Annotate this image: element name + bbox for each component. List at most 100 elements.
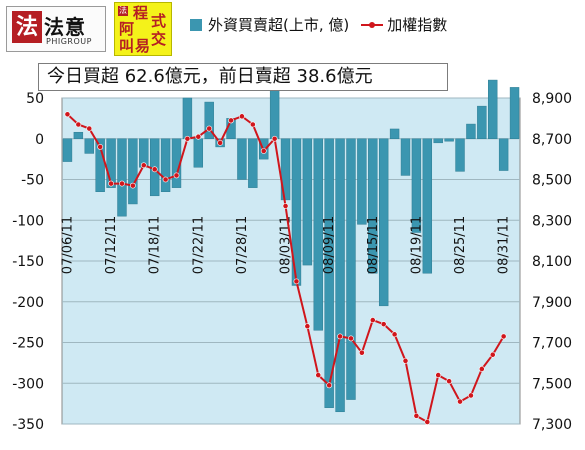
summary-box: 今日買超 62.6億元，前日賣超 38.6億元 — [38, 63, 448, 91]
fayi-logo-name: 法意 — [44, 15, 86, 39]
bar — [389, 128, 400, 140]
bar — [400, 138, 411, 176]
bar — [335, 138, 345, 413]
y-left-tick-label: 0 — [35, 132, 44, 148]
x-tick-label: 07/18/11 — [148, 216, 163, 274]
y-left-tick-label: -200 — [12, 295, 44, 311]
y-right-tick-label: 7,700 — [532, 336, 572, 352]
index-point — [129, 182, 136, 189]
logo-char: 易 — [135, 37, 151, 55]
y-left-tick-label: -150 — [12, 254, 44, 270]
index-point — [435, 372, 442, 378]
x-tick-label: 07/28/11 — [235, 216, 250, 274]
bar — [128, 138, 138, 205]
bar — [509, 87, 520, 139]
index-point — [369, 317, 376, 323]
bar — [62, 138, 73, 162]
bar — [237, 138, 247, 180]
y-left-tick-label: -300 — [12, 376, 44, 392]
y-right-tick-label: 7,500 — [532, 376, 572, 392]
index-point — [402, 357, 409, 364]
x-tick-label: 08/25/11 — [453, 216, 468, 274]
bar — [193, 138, 204, 168]
y-left-tick-label: 50 — [26, 91, 44, 107]
bar — [324, 138, 334, 408]
index-point — [326, 382, 333, 389]
index-point — [391, 331, 398, 338]
index-point — [75, 121, 82, 128]
y-right-tick-label: 7,300 — [532, 417, 572, 433]
legend-line-swatch — [361, 19, 384, 31]
bar — [73, 131, 84, 139]
y-left-tick-label: -350 — [12, 417, 44, 433]
bar — [357, 138, 367, 225]
y-left-tick-label: -250 — [12, 336, 44, 352]
bar — [182, 97, 193, 139]
y-right-tick-label: 7,900 — [532, 295, 572, 311]
bar — [368, 138, 378, 274]
fayi-logo-mark: 法 — [12, 11, 42, 43]
index-point — [173, 172, 180, 179]
legend-bar-label: 外資買賣超(上市, 億) — [208, 16, 350, 34]
y-right-tick-label: 8,500 — [532, 173, 572, 189]
bar — [106, 138, 116, 188]
bar — [204, 101, 214, 139]
logo-char: 阿 — [119, 20, 135, 38]
chart-legend: 外資買賣超(上市, 億) 加權指數 — [190, 14, 447, 38]
program-trading-logo: 法 程 式 阿 交 叫 易 — [114, 2, 172, 56]
x-tick-label: 08/31/11 — [497, 216, 512, 274]
index-point — [206, 125, 213, 132]
y-left-tick-label: -50 — [21, 173, 44, 189]
y-right-tick-label: 8,100 — [532, 254, 572, 270]
fayi-logo-sub: PHIGROUP — [46, 37, 92, 46]
x-tick-label: 08/15/11 — [366, 216, 381, 274]
bar — [455, 138, 465, 172]
bar — [466, 123, 476, 140]
index-point — [468, 392, 474, 399]
index-point — [119, 180, 125, 187]
y-left-tick-label: -100 — [12, 213, 44, 229]
index-point — [348, 335, 354, 342]
y-right-tick-label: 8,300 — [532, 213, 572, 229]
index-point — [86, 125, 93, 132]
bar — [269, 89, 280, 139]
index-point — [500, 333, 507, 340]
index-point — [217, 139, 224, 146]
index-point — [184, 135, 191, 142]
index-point — [140, 162, 147, 169]
index-point — [304, 323, 311, 330]
bar — [444, 138, 454, 142]
legend-line-label: 加權指數 — [387, 16, 448, 34]
index-point — [195, 133, 202, 140]
y-right-tick-label: 8,700 — [532, 132, 572, 148]
x-tick-label: 07/22/11 — [191, 216, 206, 274]
index-point — [293, 278, 300, 285]
logo-char: 式 — [151, 12, 167, 30]
index-point — [97, 143, 104, 150]
legend-bar-swatch — [190, 18, 202, 31]
y-right-tick-label: 8,900 — [532, 91, 572, 107]
bar — [422, 138, 433, 274]
bar — [477, 105, 487, 139]
logo-char: 程 — [133, 4, 149, 22]
x-tick-label: 07/12/11 — [104, 216, 119, 274]
index-point — [282, 203, 289, 209]
index-point — [162, 176, 169, 183]
bar — [117, 138, 127, 217]
index-point — [424, 419, 431, 425]
index-point — [315, 372, 322, 378]
index-point — [151, 166, 158, 173]
index-point — [337, 333, 343, 340]
fayi-logo: 法 法意 PHIGROUP — [6, 6, 106, 52]
index-point — [489, 351, 496, 358]
bar — [84, 138, 94, 154]
x-tick-label: 08/19/11 — [409, 216, 424, 274]
bar — [433, 138, 443, 144]
index-point — [457, 398, 463, 405]
x-tick-label: 08/09/11 — [322, 216, 337, 274]
program-trading-logo-mark: 法 — [118, 6, 128, 16]
index-point — [271, 135, 278, 142]
bar — [313, 138, 323, 331]
bar — [346, 138, 356, 400]
